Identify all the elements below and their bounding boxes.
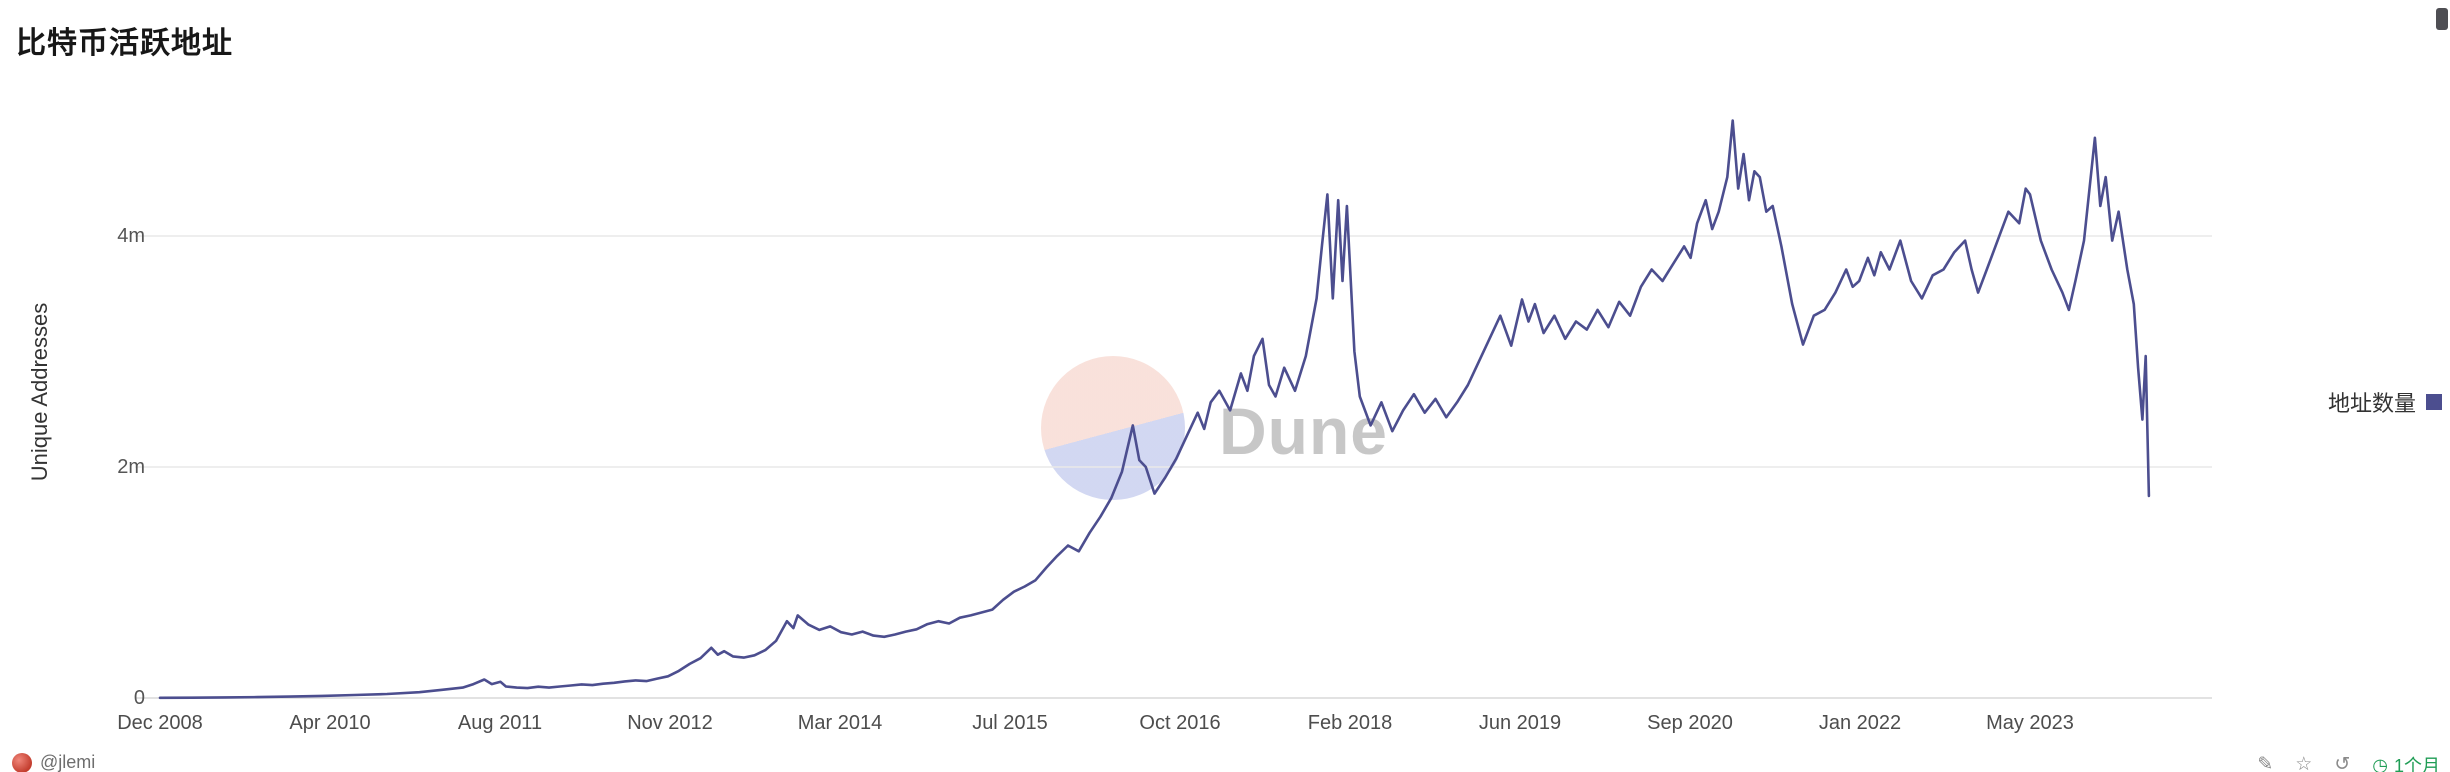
legend-item-addresses[interactable]: 地址数量 <box>2328 386 2442 418</box>
chart-title: 比特币活跃地址 <box>16 27 233 60</box>
y-tick-label: 2m <box>117 456 145 478</box>
dune-watermark: Dune <box>1041 356 1388 500</box>
x-tick-label: Dec 2008 <box>117 712 203 734</box>
footer-actions: ✎ ☆ ↺ ◷ 1个月 <box>2257 752 2440 772</box>
cropped-ui-artifact <box>2436 8 2448 30</box>
x-tick-label: Aug 2011 <box>457 712 543 734</box>
x-tick-label: Jul 2015 <box>972 712 1048 734</box>
refresh-icon[interactable]: ↺ <box>2334 754 2351 772</box>
dune-watermark-text: Dune <box>1219 394 1388 468</box>
freshness-label: 1个月 <box>2393 756 2440 772</box>
chart-footer: @jlemi ✎ ☆ ↺ ◷ 1个月 <box>0 750 2450 772</box>
x-tick-label: Oct 2016 <box>1139 712 1221 734</box>
freshness-badge[interactable]: ◷ 1个月 <box>2372 752 2440 772</box>
x-tick-label: Mar 2014 <box>797 712 883 734</box>
y-tick-label: 4m <box>117 225 145 247</box>
legend-label: 地址数量 <box>2327 391 2416 416</box>
x-tick-label: Feb 2018 <box>1307 712 1393 734</box>
author-credit[interactable]: @jlemi <box>12 752 95 772</box>
x-tick-label: Jan 2022 <box>1818 712 1902 734</box>
author-avatar <box>12 752 32 772</box>
x-tick-label: Nov 2012 <box>627 712 713 734</box>
x-tick-label: Jun 2019 <box>1478 712 1562 734</box>
x-tick-label: Sep 2020 <box>1647 712 1733 734</box>
star-icon[interactable]: ☆ <box>2295 754 2313 772</box>
pencil-icon[interactable]: ✎ <box>2257 754 2274 772</box>
y-tick-label: 0 <box>133 687 145 709</box>
clock-icon: ◷ <box>2372 754 2388 772</box>
legend-swatch <box>2426 394 2442 410</box>
author-handle: @jlemi <box>40 752 96 772</box>
series-line-unique-addresses[interactable] <box>158 119 2151 700</box>
x-tick-label: Apr 2010 <box>289 712 371 734</box>
x-tick-label: May 2023 <box>1986 712 2074 734</box>
dune-logo-icon <box>1041 356 1185 500</box>
